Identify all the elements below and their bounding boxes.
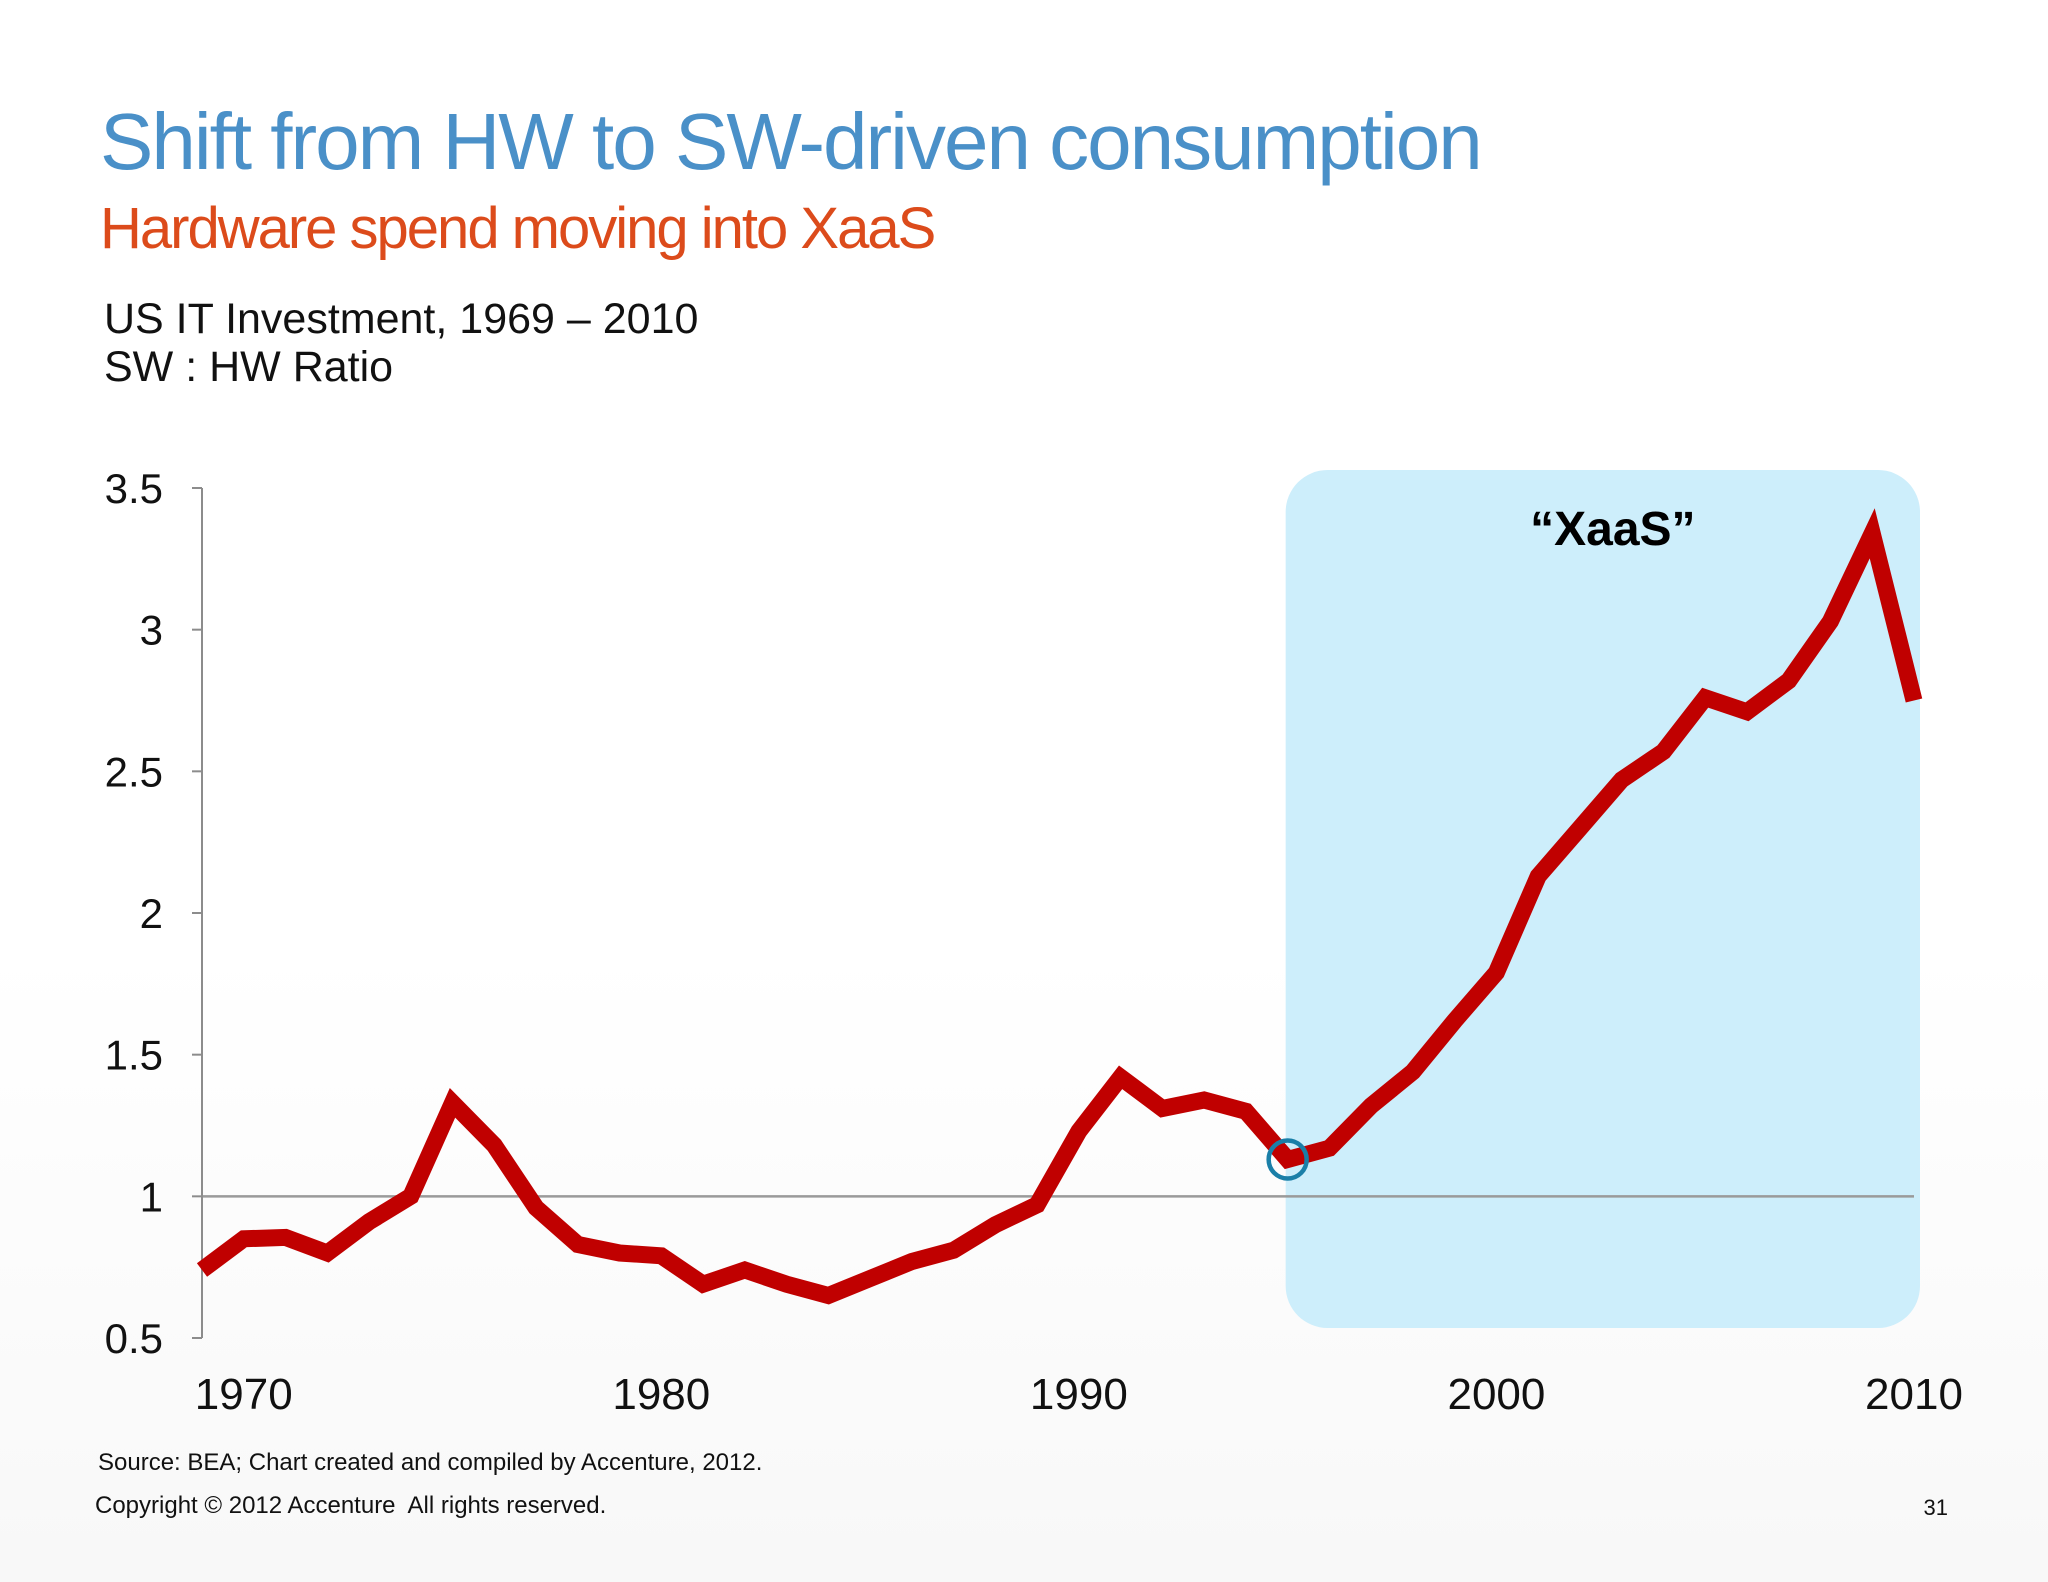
slide-title: Shift from HW to SW-driven consumption: [100, 97, 1483, 186]
y-tick-label: 3.5: [105, 465, 163, 512]
page-number: 31: [1923, 1495, 1948, 1520]
y-tick-label: 2.5: [105, 748, 163, 795]
y-tick-label: 3: [140, 607, 163, 654]
y-tick-label: 2: [140, 890, 163, 937]
y-tick-label: 1.5: [105, 1032, 163, 1079]
x-tick-label: 1970: [195, 1370, 293, 1419]
slide-subtitle: Hardware spend moving into XaaS: [100, 196, 936, 261]
x-tick-label: 1990: [1030, 1370, 1128, 1419]
copyright-note: Copyright © 2012 Accenture All rights re…: [95, 1492, 607, 1519]
y-tick-label: 0.5: [105, 1315, 163, 1362]
x-tick-label: 2000: [1447, 1370, 1545, 1419]
xaas-label: “XaaS”: [1530, 503, 1695, 556]
chart-ylabel: SW : HW Ratio: [104, 343, 394, 391]
x-tick-label: 2010: [1865, 1370, 1963, 1419]
series-line: [196, 508, 1923, 1305]
chart-title: US IT Investment, 1969 – 2010: [104, 295, 699, 343]
source-note: Source: BEA; Chart created and compiled …: [98, 1449, 763, 1476]
xaas-highlight-region: [1285, 470, 1920, 1328]
y-tick-label: 1: [140, 1173, 163, 1220]
marker-circle: [1266, 1138, 1309, 1181]
x-tick-label: 1980: [612, 1370, 710, 1419]
